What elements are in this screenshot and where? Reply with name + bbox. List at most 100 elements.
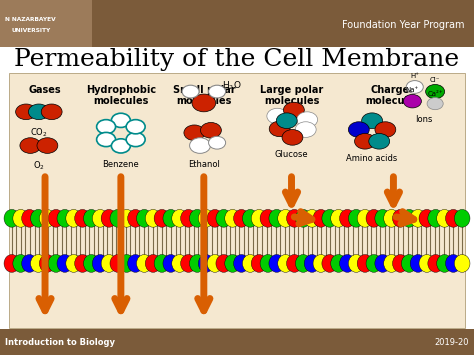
Bar (0, 0, 92, 47)
Circle shape (111, 139, 130, 153)
Text: Permeability of the Cell Membrane: Permeability of the Cell Membrane (14, 48, 460, 71)
Ellipse shape (375, 209, 391, 227)
Ellipse shape (146, 209, 161, 227)
Ellipse shape (437, 255, 452, 272)
Ellipse shape (172, 209, 187, 227)
Circle shape (190, 138, 210, 153)
Ellipse shape (154, 209, 170, 227)
Ellipse shape (198, 209, 214, 227)
Circle shape (369, 133, 390, 149)
Ellipse shape (30, 209, 46, 227)
Ellipse shape (357, 209, 373, 227)
Ellipse shape (383, 209, 399, 227)
Text: Ethanol: Ethanol (188, 160, 220, 169)
Circle shape (283, 102, 304, 118)
Ellipse shape (375, 255, 391, 272)
Circle shape (355, 133, 375, 149)
Ellipse shape (251, 209, 267, 227)
Text: Amino acids: Amino acids (346, 154, 398, 163)
Ellipse shape (304, 255, 320, 272)
Ellipse shape (287, 209, 302, 227)
Ellipse shape (313, 255, 328, 272)
Ellipse shape (92, 255, 108, 272)
Circle shape (20, 138, 41, 153)
Ellipse shape (190, 209, 205, 227)
Text: Ca²⁺: Ca²⁺ (428, 91, 443, 97)
Circle shape (111, 113, 130, 127)
Ellipse shape (207, 209, 223, 227)
Circle shape (209, 85, 226, 98)
Ellipse shape (137, 255, 152, 272)
Ellipse shape (198, 255, 214, 272)
Circle shape (267, 108, 288, 124)
Ellipse shape (295, 255, 311, 272)
Ellipse shape (4, 209, 20, 227)
Ellipse shape (110, 209, 126, 227)
Ellipse shape (110, 255, 126, 272)
Ellipse shape (278, 209, 293, 227)
Ellipse shape (304, 209, 320, 227)
Text: N NAZARBAYEV: N NAZARBAYEV (5, 17, 55, 22)
Circle shape (427, 98, 443, 110)
Ellipse shape (181, 255, 196, 272)
Ellipse shape (260, 255, 276, 272)
Ellipse shape (30, 255, 46, 272)
Ellipse shape (357, 255, 373, 272)
Ellipse shape (137, 209, 152, 227)
Ellipse shape (216, 209, 232, 227)
Ellipse shape (128, 255, 143, 272)
Circle shape (209, 136, 226, 149)
Text: Cl⁻: Cl⁻ (430, 77, 440, 83)
Ellipse shape (181, 209, 196, 227)
Ellipse shape (339, 209, 355, 227)
Ellipse shape (234, 255, 249, 272)
Circle shape (269, 121, 290, 137)
Ellipse shape (225, 209, 240, 227)
Text: H$_2$O: H$_2$O (222, 80, 241, 92)
Ellipse shape (269, 255, 284, 272)
Ellipse shape (75, 255, 91, 272)
Ellipse shape (119, 209, 135, 227)
Circle shape (126, 120, 145, 134)
Ellipse shape (322, 209, 337, 227)
Circle shape (297, 112, 318, 127)
Ellipse shape (92, 209, 108, 227)
Ellipse shape (163, 255, 179, 272)
Ellipse shape (57, 255, 73, 272)
Ellipse shape (419, 255, 435, 272)
Ellipse shape (4, 255, 20, 272)
Ellipse shape (66, 255, 82, 272)
Circle shape (16, 104, 36, 120)
Ellipse shape (428, 209, 444, 227)
Circle shape (182, 85, 199, 98)
Ellipse shape (146, 255, 161, 272)
Circle shape (362, 113, 383, 129)
Ellipse shape (13, 255, 28, 272)
Text: Large polar
molecules: Large polar molecules (260, 85, 323, 106)
Bar (9, 73, 465, 328)
Ellipse shape (287, 255, 302, 272)
Bar (0, 47, 474, 73)
Ellipse shape (278, 255, 293, 272)
Text: Hydrophobic
molecules: Hydrophobic molecules (86, 85, 156, 106)
Ellipse shape (207, 255, 223, 272)
Ellipse shape (401, 209, 417, 227)
Ellipse shape (366, 255, 382, 272)
Circle shape (201, 122, 221, 138)
Ellipse shape (437, 209, 452, 227)
Ellipse shape (13, 209, 28, 227)
Circle shape (375, 122, 396, 137)
Ellipse shape (163, 209, 179, 227)
Ellipse shape (57, 209, 73, 227)
Ellipse shape (322, 255, 337, 272)
Text: 2019-20: 2019-20 (435, 338, 469, 347)
Ellipse shape (22, 209, 37, 227)
Ellipse shape (410, 255, 426, 272)
Circle shape (406, 81, 423, 93)
Circle shape (126, 132, 145, 147)
Circle shape (184, 125, 205, 141)
Ellipse shape (48, 255, 64, 272)
Ellipse shape (410, 209, 426, 227)
Ellipse shape (154, 255, 170, 272)
Ellipse shape (295, 209, 311, 227)
